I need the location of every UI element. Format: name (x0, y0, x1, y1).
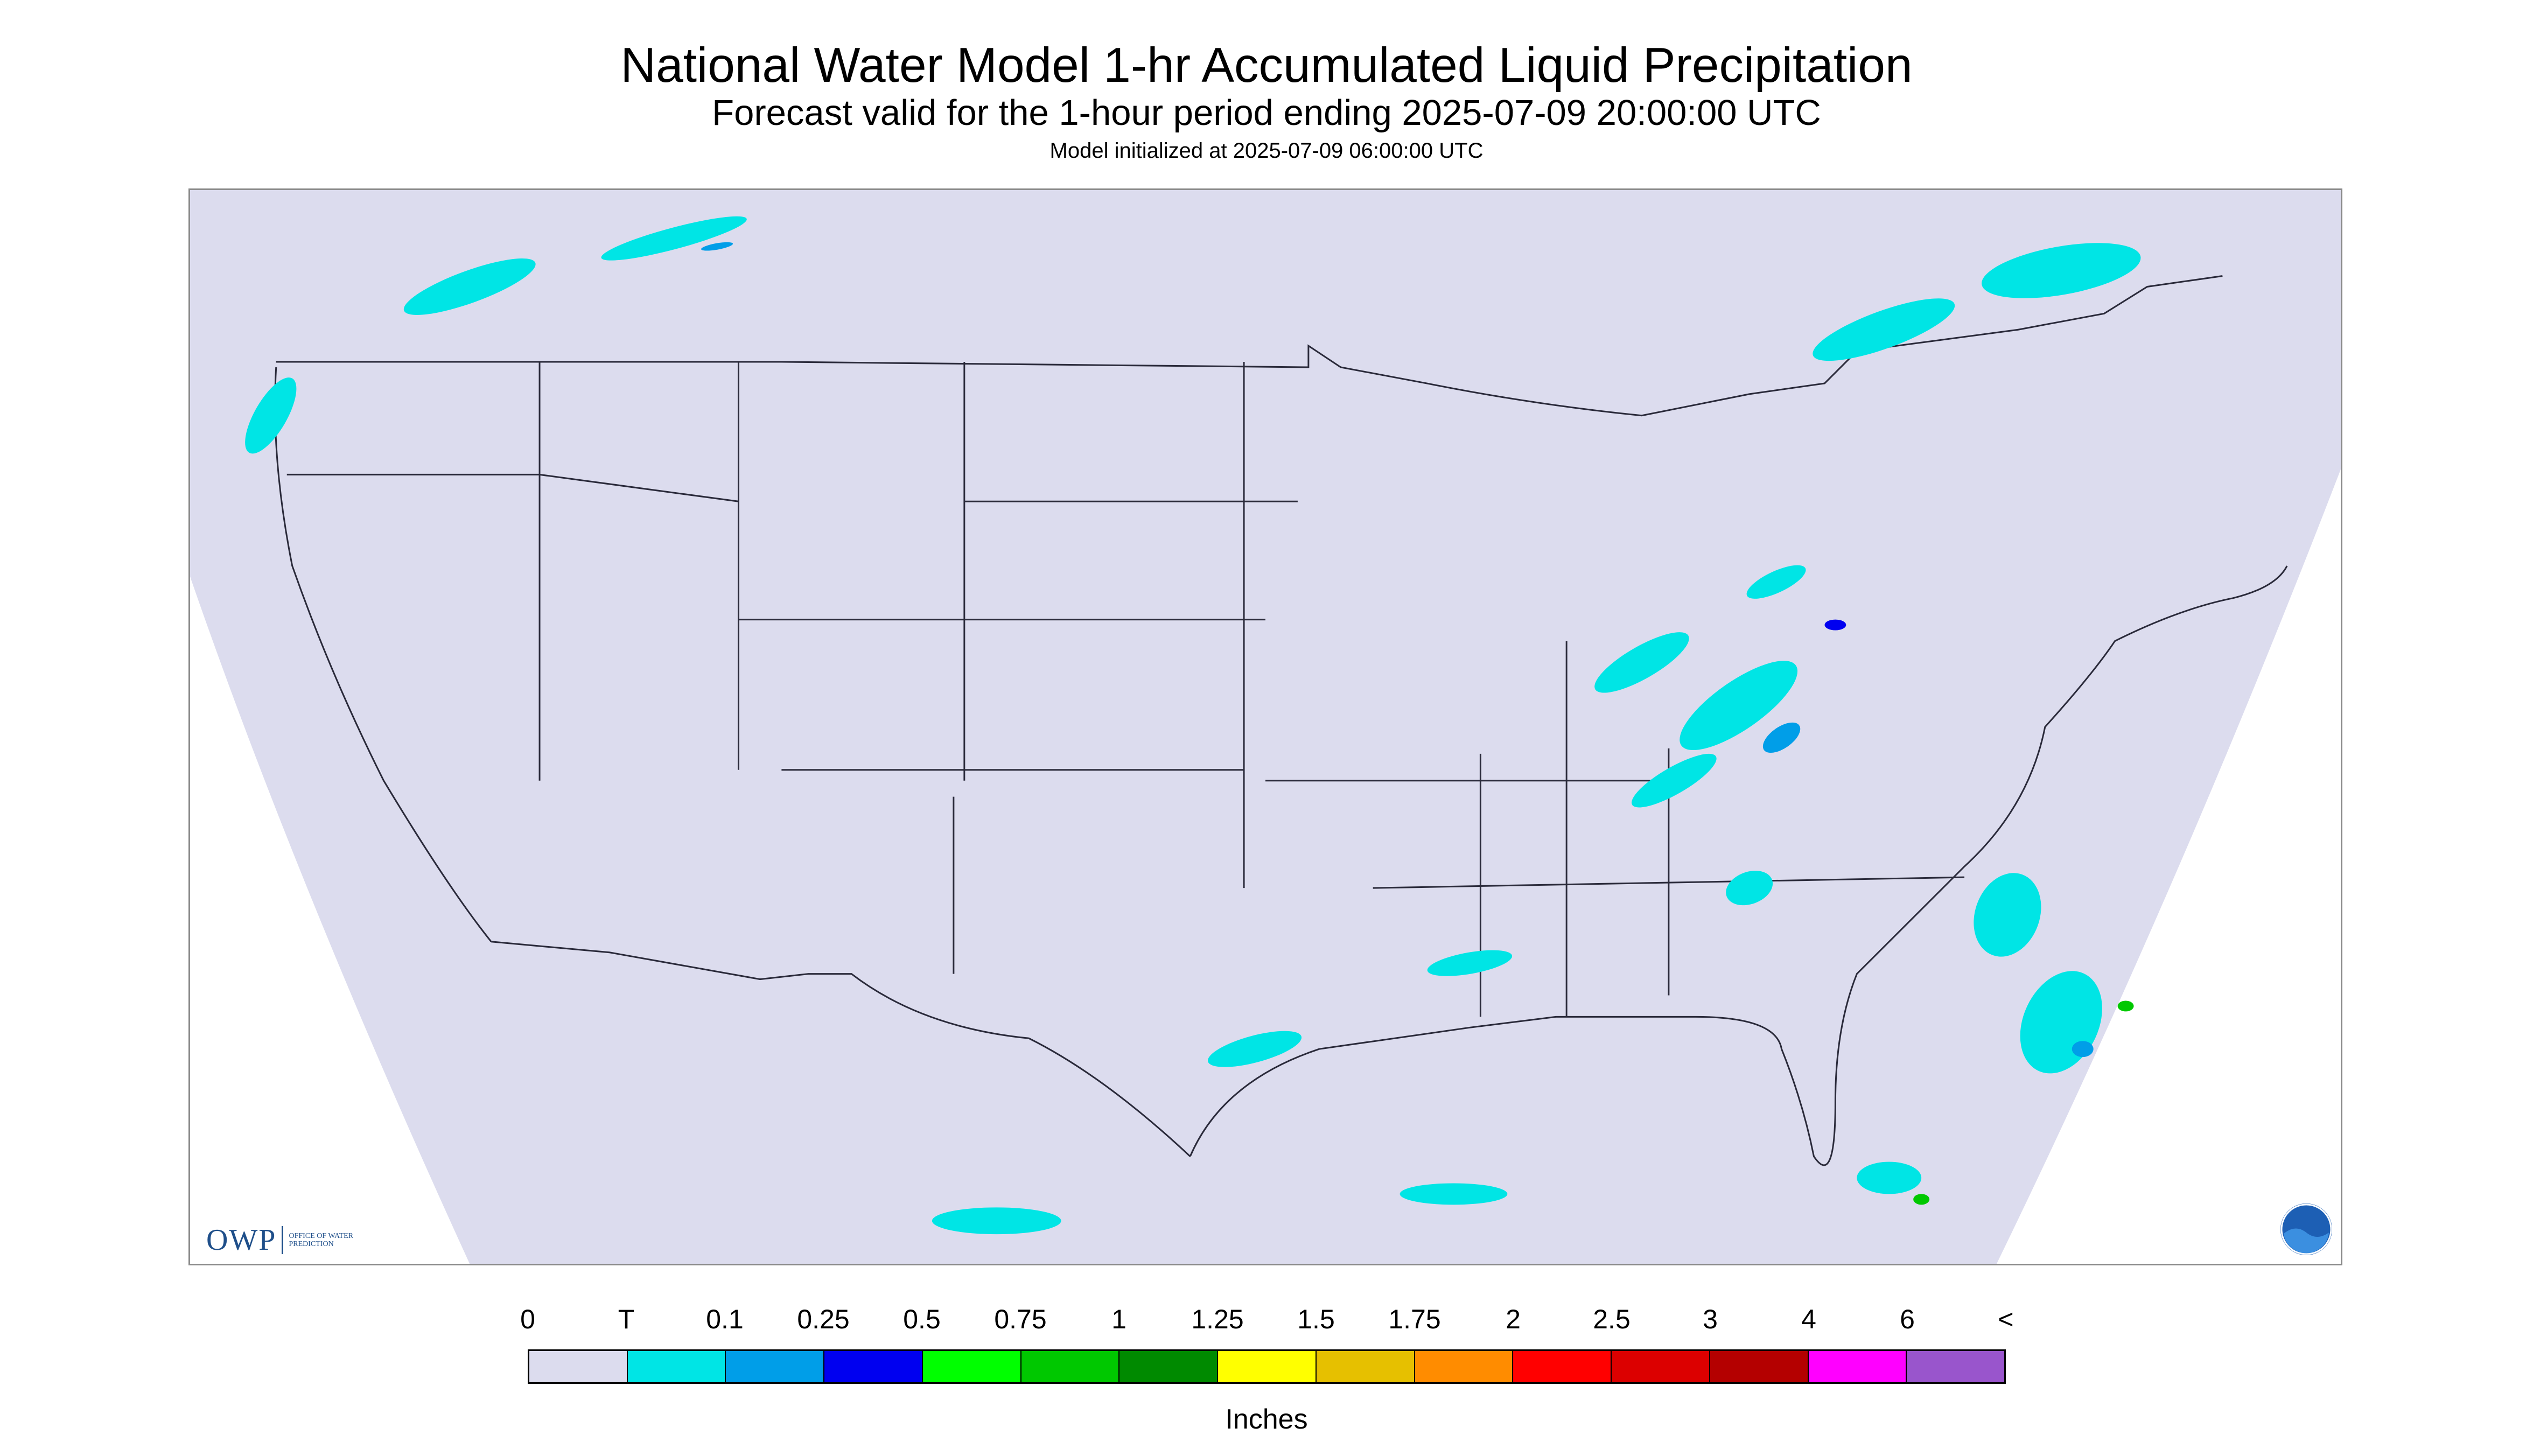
precip-cell (1762, 722, 1801, 753)
legend-label: 2 (1506, 1304, 1521, 1334)
legend-swatch (627, 1351, 726, 1382)
owp-logo-abbr: OWP (206, 1223, 277, 1257)
legend-label: 1.25 (1191, 1304, 1244, 1334)
legend-label: 4 (1801, 1304, 1816, 1334)
legend-swatch (1021, 1351, 1120, 1382)
precip-cell (1746, 565, 1806, 599)
precip-cell (1813, 298, 1955, 361)
legend-swatch (922, 1351, 1021, 1382)
legend-label: 6 (1900, 1304, 1915, 1334)
precip-cell (403, 258, 536, 315)
legend-swatch (1119, 1351, 1219, 1382)
legend-label: 0 (520, 1304, 535, 1334)
precip-cell (1857, 1161, 1922, 1194)
legend-label: 3 (1703, 1304, 1718, 1334)
precip-cell (1913, 1194, 1930, 1205)
precip-cell (1632, 753, 1717, 808)
owp-logo-divider (282, 1226, 284, 1254)
legend-labels: 0 T 0.1 0.25 0.5 0.75 1 1.25 1.5 1.75 2 2.5 3 4 6 < (0, 1303, 2533, 1335)
legend-swatch (1612, 1351, 1710, 1382)
owp-logo-fullname: Office of Water Prediction (289, 1232, 353, 1248)
projection-area (190, 190, 2341, 1264)
legend-swatch (726, 1351, 825, 1382)
legend-units: Inches (1225, 1404, 1308, 1435)
legend-swatch (1218, 1351, 1317, 1382)
legend-swatch (824, 1351, 923, 1382)
owp-logo: OWP Office of Water Prediction (206, 1224, 353, 1256)
legend-swatch (1513, 1351, 1612, 1382)
precip-cell (932, 1207, 1061, 1235)
precipitation-layer (245, 216, 2141, 1235)
precip-cell (2072, 1041, 2094, 1058)
legend-label: 0.75 (994, 1304, 1047, 1334)
noaa-logo (2280, 1203, 2332, 1255)
legend-label: 2.5 (1593, 1304, 1631, 1334)
legend-label: 1.5 (1297, 1304, 1335, 1334)
legend-swatch (1415, 1351, 1514, 1382)
precip-cell (701, 242, 733, 251)
precip-cell (1594, 632, 1689, 693)
precip-cell (601, 216, 747, 261)
map-subtitle: Forecast valid for the 1-hour period end… (712, 93, 1821, 133)
legend-label: 1 (1111, 1304, 1126, 1334)
precip-cell (1427, 950, 1513, 976)
precip-cell (1824, 619, 1846, 631)
legend-swatch (1907, 1351, 2005, 1382)
model-init-text: Model initialized at 2025-07-09 06:00:00… (1049, 139, 1484, 163)
legend-label: 0.25 (797, 1304, 850, 1334)
precip-cell (1207, 1031, 1302, 1067)
map-title: National Water Model 1-hr Accumulated Li… (620, 38, 1913, 93)
legend-label: 1.75 (1388, 1304, 1441, 1334)
legend-label: 0.5 (903, 1304, 941, 1334)
legend-swatch (1710, 1351, 1809, 1382)
precip-cell (1400, 1183, 1508, 1205)
precip-cell (1726, 871, 1773, 906)
legend-swatch (529, 1351, 628, 1382)
precip-cell (1982, 243, 2141, 298)
precip-cell (1680, 661, 1798, 751)
legend-swatch (1808, 1351, 1907, 1382)
legend-label: < (1998, 1304, 2014, 1334)
legend-label: T (618, 1304, 635, 1334)
legend-colorbar (528, 1349, 2006, 1384)
legend-swatch (1316, 1351, 1415, 1382)
legend-label: 0.1 (706, 1304, 744, 1334)
map-canvas (190, 190, 2341, 1264)
state-boundaries (274, 275, 2288, 1166)
precipitation-map: OWP Office of Water Prediction (188, 188, 2342, 1265)
precip-cell (245, 377, 297, 454)
precip-cell (2117, 1000, 2134, 1012)
precip-cell (1974, 873, 2041, 957)
